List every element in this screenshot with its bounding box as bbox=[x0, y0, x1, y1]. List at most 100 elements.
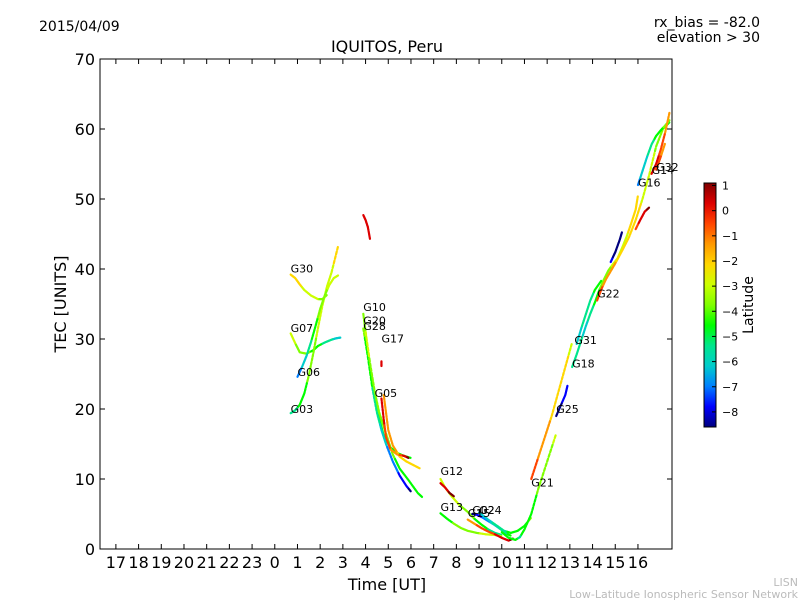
track-segment bbox=[550, 412, 554, 418]
track-segment bbox=[567, 351, 571, 356]
track-segment bbox=[633, 220, 637, 225]
x-tick-label: 18 bbox=[128, 553, 148, 572]
satellite-label: G12 bbox=[440, 465, 463, 478]
track-segment bbox=[530, 475, 534, 481]
x-tick-label: 7 bbox=[429, 553, 439, 572]
satellite-label: G31 bbox=[574, 334, 597, 347]
x-tick-label: 12 bbox=[537, 553, 557, 572]
track-segment bbox=[333, 255, 337, 260]
track-segment bbox=[655, 143, 658, 148]
satellite-label: G07 bbox=[291, 322, 314, 335]
track-segment bbox=[622, 246, 625, 250]
track-segment bbox=[529, 513, 532, 518]
colorbar-tick-label: 0 bbox=[722, 205, 729, 218]
x-axis: 17 18 19 20 21 22 23 0 1 2 3 4 5 6 7 8 9 10 11 12 13 14 15 16 bbox=[106, 59, 648, 572]
track-segment bbox=[544, 462, 548, 468]
elevation-label: elevation > 30 bbox=[657, 30, 760, 46]
track-segment bbox=[536, 454, 540, 460]
track-segment bbox=[555, 396, 559, 401]
track-segment bbox=[636, 209, 640, 215]
satellite-label: G18 bbox=[572, 358, 595, 371]
x-tick-label: 22 bbox=[219, 553, 239, 572]
track-segment bbox=[541, 471, 545, 477]
track-segment bbox=[623, 243, 627, 248]
track-segment bbox=[381, 421, 385, 427]
track-segment bbox=[538, 480, 542, 486]
satellite-track bbox=[575, 279, 603, 345]
y-tick-label: 50 bbox=[75, 190, 95, 209]
x-tick-label: 4 bbox=[360, 553, 370, 572]
track-segment bbox=[410, 483, 414, 487]
track-segment bbox=[639, 202, 643, 208]
x-tick-label: 23 bbox=[242, 553, 262, 572]
x-tick-label: 10 bbox=[492, 553, 512, 572]
track-segment bbox=[549, 416, 553, 421]
track-segment bbox=[546, 426, 549, 432]
track-segment bbox=[660, 129, 664, 134]
track-segment bbox=[530, 510, 534, 516]
track-segment bbox=[396, 469, 400, 474]
track-segment bbox=[543, 466, 547, 472]
x-tick-label: 0 bbox=[270, 553, 280, 572]
rx-bias-label: rx_bias = -82.0 bbox=[654, 15, 760, 31]
track-segment bbox=[526, 519, 530, 523]
track-segment bbox=[554, 400, 557, 405]
x-tick-label: 11 bbox=[514, 553, 534, 572]
x-tick-label: 8 bbox=[451, 553, 461, 572]
colorbar-label: Latitude bbox=[741, 276, 757, 334]
track-segment bbox=[546, 457, 550, 463]
track-segment bbox=[540, 476, 544, 482]
track-segment bbox=[392, 455, 396, 460]
satellite-track bbox=[650, 111, 671, 175]
plot-frame bbox=[99, 58, 673, 550]
track-segment bbox=[652, 151, 656, 157]
track-segment bbox=[614, 261, 618, 265]
track-segment bbox=[651, 156, 655, 162]
track-segment bbox=[628, 231, 632, 236]
chart-title: IQUITOS, Peru bbox=[331, 37, 443, 56]
track-segment bbox=[644, 183, 648, 188]
x-axis-label: Time [UT] bbox=[347, 575, 426, 594]
track-segment bbox=[658, 134, 662, 139]
track-segment bbox=[559, 379, 563, 385]
track-segment bbox=[547, 452, 551, 458]
chart-date: 2015/04/09 bbox=[39, 19, 120, 35]
track-segment bbox=[390, 457, 394, 462]
track-segment bbox=[552, 438, 556, 444]
track-segment bbox=[649, 165, 653, 171]
track-segment bbox=[599, 279, 603, 283]
satellite-label: G10 bbox=[363, 301, 386, 314]
x-tick-label: 20 bbox=[174, 553, 194, 572]
satellite-track bbox=[296, 274, 340, 378]
track-segment bbox=[631, 225, 635, 230]
x-tick-label: 13 bbox=[560, 553, 580, 572]
track-segment bbox=[656, 140, 660, 145]
y-tick-label: 60 bbox=[75, 120, 95, 139]
track-segment bbox=[558, 383, 562, 389]
track-segment bbox=[392, 462, 396, 467]
y-tick-label: 10 bbox=[75, 470, 95, 489]
track-segment bbox=[645, 179, 649, 184]
track-segment bbox=[393, 458, 397, 462]
track-segment bbox=[336, 245, 339, 251]
track-segment bbox=[406, 477, 410, 481]
track-segment bbox=[538, 451, 541, 456]
satellite-track bbox=[380, 397, 410, 459]
track-segment bbox=[551, 408, 555, 414]
track-segment bbox=[548, 419, 552, 425]
colorbar-tick-label: −5 bbox=[722, 330, 738, 343]
satellite-track bbox=[571, 195, 639, 369]
x-tick-label: 6 bbox=[406, 553, 416, 572]
track-segment bbox=[563, 367, 566, 373]
footer-lisn: LISN bbox=[773, 576, 798, 589]
x-tick-label: 16 bbox=[628, 553, 648, 572]
track-segment bbox=[564, 363, 568, 369]
track-segment bbox=[412, 485, 416, 490]
track-segment bbox=[380, 418, 384, 423]
track-segment bbox=[616, 256, 620, 261]
track-segment bbox=[637, 206, 641, 211]
track-segment bbox=[378, 411, 381, 416]
track-segment bbox=[393, 465, 397, 469]
track-segment bbox=[409, 481, 413, 485]
